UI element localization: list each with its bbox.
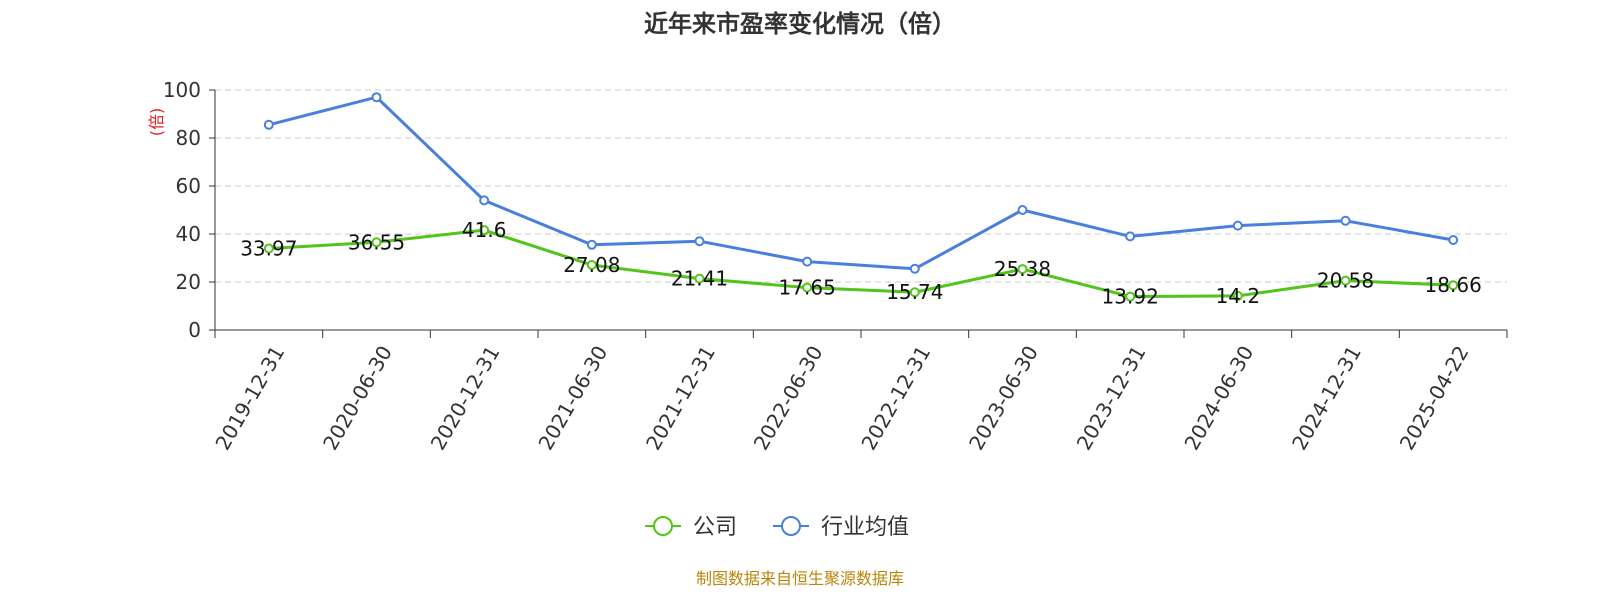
legend: 公司 行业均值 xyxy=(645,515,909,540)
source-note: 制图数据来自恒生聚源数据库 xyxy=(696,569,904,588)
data-point xyxy=(263,243,274,254)
chart-title: 近年来市盈率变化情况（倍） xyxy=(644,10,956,38)
data-point xyxy=(802,256,813,267)
data-point xyxy=(371,92,382,103)
data-point xyxy=(909,263,920,274)
data-point xyxy=(371,237,382,248)
x-tick-label: 2020-06-30 xyxy=(318,342,397,455)
x-tick-label: 2021-12-31 xyxy=(641,342,720,455)
y-tick-label: 20 xyxy=(176,270,201,294)
data-label: 33.97 xyxy=(240,236,297,260)
data-point xyxy=(802,282,813,293)
data-label: 20.58 xyxy=(1317,269,1374,293)
data-point xyxy=(694,273,705,284)
legend-label: 行业均值 xyxy=(821,515,909,540)
data-label: 14.2 xyxy=(1216,284,1261,308)
data-label: 17.65 xyxy=(779,276,836,300)
x-tick-label: 2021-06-30 xyxy=(533,342,612,455)
series-line xyxy=(268,95,1454,271)
data-point xyxy=(479,225,490,236)
y-axis-label: (倍) xyxy=(147,108,166,137)
axes: 0 20 40 60 80 100 2019-12-31 2020-06-30 2020-12-… xyxy=(163,78,1508,455)
data-label: 36.55 xyxy=(348,230,405,254)
data-point xyxy=(1232,290,1243,301)
data-point xyxy=(479,195,490,206)
data-point xyxy=(1340,215,1351,226)
data-point xyxy=(1017,205,1028,215)
data-label: 21.41 xyxy=(671,267,728,291)
data-label: 27.08 xyxy=(563,253,620,277)
series-line xyxy=(268,228,1454,299)
data-label: 13.92 xyxy=(1102,285,1159,309)
x-tick-label: 2024-12-31 xyxy=(1287,342,1366,455)
data-label: 25.38 xyxy=(994,257,1051,281)
data-point xyxy=(586,239,597,250)
data-point xyxy=(1017,264,1028,275)
x-tick-label: 2025-04-22 xyxy=(1395,342,1474,455)
data-point xyxy=(1125,291,1136,302)
data-point xyxy=(263,119,274,130)
series-layer xyxy=(263,92,1459,302)
data-label: 41.6 xyxy=(462,218,507,242)
data-point xyxy=(909,287,920,298)
x-tick-label: 2024-06-30 xyxy=(1179,342,1258,455)
y-tick-label: 0 xyxy=(188,318,201,342)
y-tick-label: 60 xyxy=(176,174,201,198)
x-tick-label: 2022-06-30 xyxy=(749,342,828,455)
x-tick-label: 2020-12-31 xyxy=(426,341,505,454)
data-label: 18.66 xyxy=(1425,273,1482,297)
data-point xyxy=(1232,220,1243,231)
data-point xyxy=(1448,280,1459,291)
grid-lines xyxy=(215,89,1507,283)
x-tick-label: 2023-06-30 xyxy=(964,342,1043,455)
legend-marker xyxy=(781,516,801,536)
x-tick-label: 2019-12-31 xyxy=(210,342,289,455)
data-point xyxy=(1448,235,1459,245)
y-tick-label: 40 xyxy=(176,222,201,246)
data-point xyxy=(1340,275,1351,286)
data-point xyxy=(586,260,597,271)
data-point xyxy=(694,236,705,247)
x-tick-label: 2023-12-31 xyxy=(1072,342,1151,455)
data-labels: 33.97 36.55 41.6 27.08 21.41 17.65 15.74 25.38 1… xyxy=(240,218,1482,308)
y-tick-label: 100 xyxy=(163,78,201,102)
y-tick-label: 80 xyxy=(176,126,201,150)
legend-marker xyxy=(653,516,673,536)
legend-label: 公司 xyxy=(693,515,737,540)
data-label: 15.74 xyxy=(886,280,943,304)
x-tick-label: 2022-12-31 xyxy=(856,341,935,454)
data-point xyxy=(1125,231,1136,242)
